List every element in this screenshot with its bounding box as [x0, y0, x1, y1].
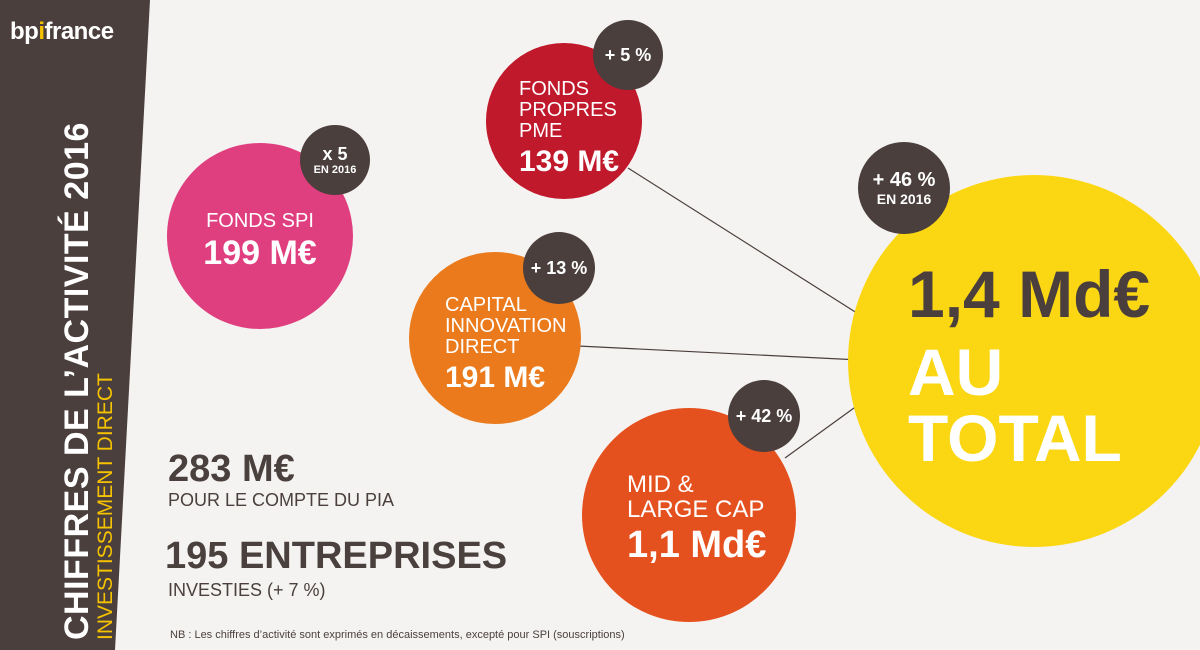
- fonds-spi-label: FONDS SPI: [206, 209, 314, 232]
- fonds-propres-value: 139 M€: [519, 144, 620, 178]
- mid-large-cap-badge-main: + 42 %: [735, 406, 793, 426]
- pia-value: 283 M€: [168, 448, 295, 490]
- mid-large-cap-value: 1,1 Md€: [627, 524, 767, 567]
- bpifrance-logo: bpifrance: [10, 18, 114, 45]
- fonds-propres-label-2: PROPRES: [519, 98, 617, 121]
- fonds-propres-label-1: FONDS: [519, 77, 589, 100]
- fonds-spi-badge-sub: EN 2016: [313, 163, 357, 176]
- total-circle: 1,4 Md€ AU TOTAL: [848, 175, 1200, 547]
- connector-line-capital-innovation: [577, 345, 861, 361]
- mid-large-cap-badge: + 42 %: [728, 380, 800, 452]
- footnote: NB : Les chiffres d’activité sont exprim…: [170, 629, 625, 641]
- pia-label: POUR LE COMPTE DU PIA: [168, 490, 395, 510]
- fonds-propres-badge-main: + 5 %: [604, 45, 652, 65]
- fonds-spi-value: 199 M€: [203, 233, 317, 272]
- companies-value: 195 ENTREPRISES: [165, 535, 508, 577]
- total-label: AU TOTAL: [908, 335, 1122, 475]
- capital-innovation-badge-main: + 13 %: [530, 258, 588, 278]
- capital-innovation-badge: + 13 %: [523, 232, 595, 304]
- mid-large-cap-label-1: MID &: [627, 470, 694, 498]
- fonds-propres-badge: + 5 %: [593, 20, 663, 90]
- total-badge-main: + 46 %: [872, 169, 936, 191]
- fonds-spi-badge: x 5 EN 2016: [300, 125, 370, 195]
- mid-large-cap-label-2: LARGE CAP: [627, 496, 765, 524]
- capital-innovation-label-2: INNOVATION: [445, 314, 567, 337]
- capital-innovation-label-3: DIRECT: [445, 335, 520, 358]
- total-badge-sub: EN 2016: [876, 191, 932, 207]
- companies-label: INVESTIES (+ 7 %): [168, 580, 326, 600]
- connector-line-fonds-propres: [627, 167, 861, 316]
- capital-innovation-label-1: CAPITAL: [445, 293, 527, 316]
- total-badge: + 46 % EN 2016: [858, 142, 950, 234]
- total-value: 1,4 Md€: [908, 257, 1151, 331]
- fonds-spi-badge-main: x 5: [322, 143, 348, 164]
- fonds-propres-label-3: PME: [519, 119, 563, 142]
- mid-large-cap-circle: MID & LARGE CAP 1,1 Md€: [582, 408, 796, 622]
- connector-line-mid-large-cap: [784, 399, 866, 459]
- fonds-propres-circle: FONDS PROPRES PME 139 M€: [486, 43, 642, 199]
- capital-innovation-value: 191 M€: [445, 360, 546, 394]
